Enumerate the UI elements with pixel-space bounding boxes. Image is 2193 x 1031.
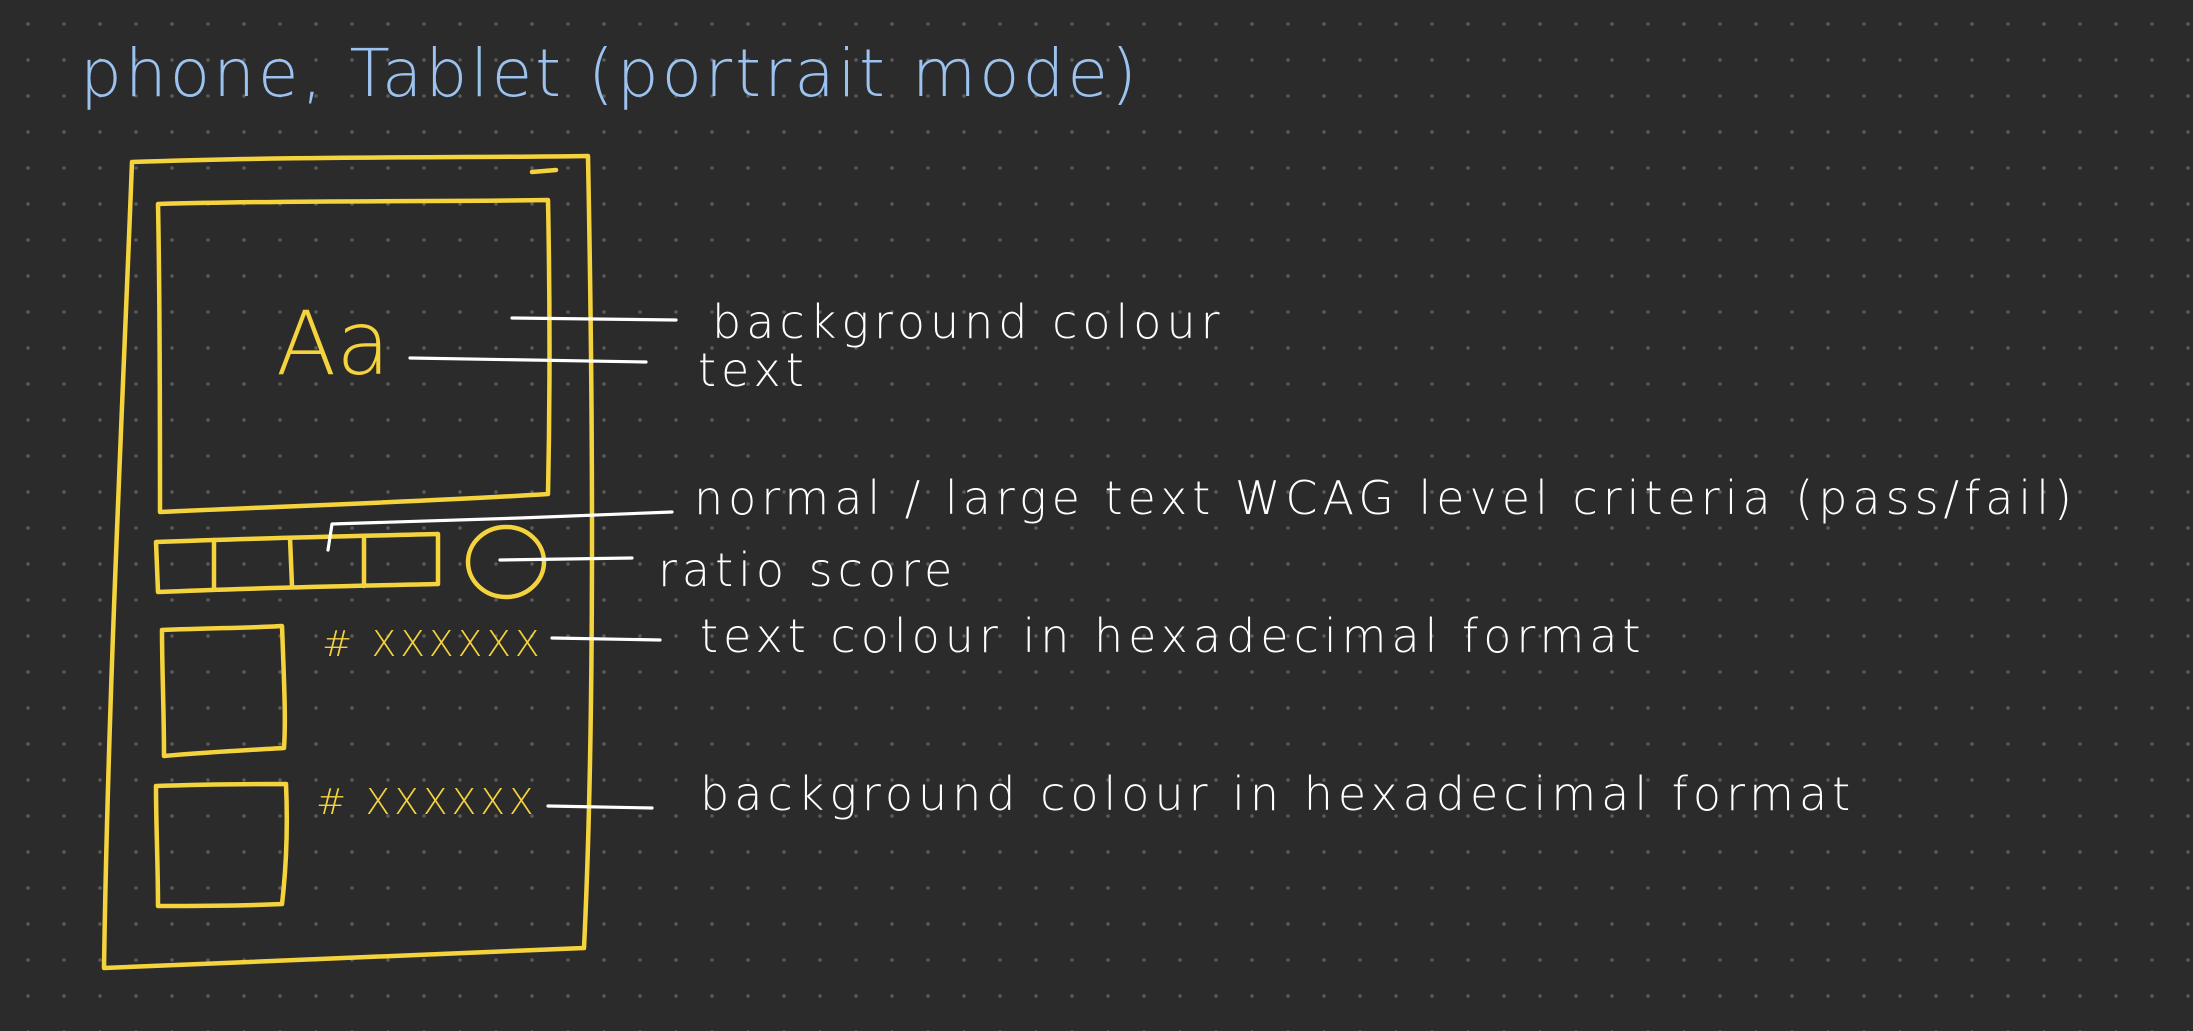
leader-text-hex bbox=[550, 636, 662, 642]
preview-panel bbox=[155, 197, 552, 515]
label-text-hex: text colour in hexadecimal format bbox=[700, 609, 1646, 663]
wcag-bar-outline bbox=[153, 531, 441, 595]
background-colour-swatch bbox=[153, 781, 290, 909]
leader-wcag-criteria bbox=[326, 510, 674, 552]
device-frame bbox=[101, 153, 595, 971]
label-text: text bbox=[698, 343, 809, 397]
device-frame-mark bbox=[529, 167, 559, 175]
ratio-score-circle bbox=[465, 524, 547, 600]
preview-sample-text: Aa bbox=[276, 292, 390, 395]
leader-text bbox=[408, 356, 648, 364]
leader-background-hex bbox=[546, 804, 654, 810]
wcag-cell-divider bbox=[287, 535, 295, 589]
wcag-criteria-bar bbox=[153, 531, 441, 595]
sketch-title: phone, Tablet (portrait mode) bbox=[80, 35, 1140, 112]
label-wcag-criteria: normal / large text WCAG level criteria … bbox=[694, 471, 2077, 525]
leader-ratio-score bbox=[498, 556, 634, 562]
text-colour-hex: # XXXXXX bbox=[322, 624, 544, 665]
leader-background-colour bbox=[510, 316, 678, 322]
label-background-hex: background colour in hexadecimal format bbox=[700, 767, 1855, 821]
text-colour-swatch bbox=[159, 623, 288, 759]
label-background-colour: background colour bbox=[712, 295, 1225, 349]
background-colour-hex: # XXXXXX bbox=[316, 782, 538, 823]
label-ratio-score: ratio score bbox=[658, 543, 957, 597]
